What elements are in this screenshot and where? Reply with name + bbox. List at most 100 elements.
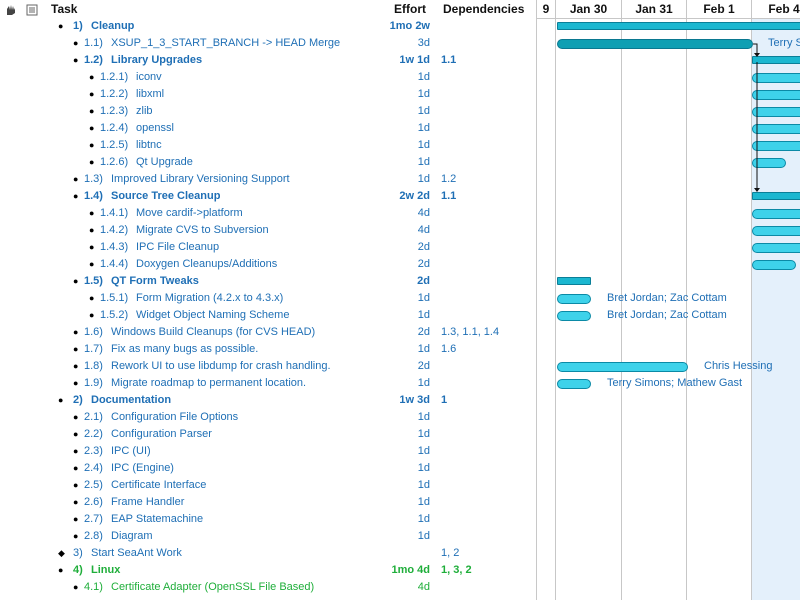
gantt-bar-1-4-3[interactable] [752, 243, 800, 253]
task-row[interactable]: ● 1.3) Improved Library Versioning Support… [0, 171, 536, 188]
task-effort[interactable]: 1d [417, 428, 430, 440]
gantt-bar-1-4-2[interactable] [752, 226, 800, 236]
bullet-icon[interactable]: ● [58, 395, 64, 405]
bullet-icon[interactable]: ● [73, 38, 79, 48]
task-dependencies[interactable]: 1, 3, 2 [441, 564, 472, 576]
task-effort[interactable]: 1d [417, 479, 430, 491]
task-row[interactable]: ● 1.9) Migrate roadmap to permanent locati… [0, 375, 536, 392]
column-header-effort[interactable]: Effort [394, 2, 426, 16]
task-row[interactable]: ● 1.4) Source Tree Cleanup 2w 2d 1.1 [0, 188, 536, 205]
task-effort[interactable]: 1d [417, 513, 430, 525]
task-row[interactable]: ● 1.2.3) zlib 1d [0, 103, 536, 120]
bullet-icon[interactable]: ● [89, 293, 95, 303]
task-effort[interactable]: 2d [417, 258, 430, 270]
task-effort[interactable]: 1d [417, 343, 430, 355]
task-name[interactable]: zlib [136, 105, 153, 117]
task-row[interactable]: ● 1.2.1) iconv 1d [0, 69, 536, 86]
task-name[interactable]: Start SeaAnt Work [91, 547, 182, 559]
task-name[interactable]: IPC (Engine) [111, 462, 174, 474]
task-row[interactable]: ● 2.2) Configuration Parser 1d [0, 426, 536, 443]
task-name[interactable]: Certificate Interface [111, 479, 207, 491]
task-name[interactable]: openssl [136, 122, 174, 134]
bullet-icon[interactable]: ● [73, 361, 79, 371]
gantt-bar-1-4-1[interactable] [752, 209, 800, 219]
bullet-icon[interactable]: ● [89, 157, 95, 167]
task-effort[interactable]: 1w 1d [399, 54, 430, 66]
task-row[interactable]: ● 1) Cleanup 1mo 2w [0, 18, 536, 35]
task-name[interactable]: Frame Handler [111, 496, 185, 508]
task-effort[interactable]: 2d [417, 326, 430, 338]
task-name[interactable]: XSUP_1_3_START_BRANCH -> HEAD Merge [111, 37, 341, 49]
task-effort[interactable]: 4d [417, 207, 430, 219]
gantt-group-bar-1-5[interactable] [557, 277, 591, 285]
bullet-icon[interactable]: ● [73, 429, 79, 439]
gantt-bar-1-4-4[interactable] [752, 260, 796, 270]
task-effort[interactable]: 1d [417, 496, 430, 508]
task-dependencies[interactable]: 1.2 [441, 173, 457, 185]
gantt-bar-1-2-5[interactable] [752, 141, 800, 151]
task-effort[interactable]: 1d [417, 411, 430, 423]
task-name[interactable]: Migrate CVS to Subversion [136, 224, 269, 236]
task-dependencies[interactable]: 1.1 [441, 54, 457, 66]
task-effort[interactable]: 1d [417, 71, 430, 83]
task-effort[interactable]: 2w 2d [399, 190, 430, 202]
task-row[interactable]: ● 2.3) IPC (UI) 1d [0, 443, 536, 460]
task-row[interactable]: ● 1.4.4) Doxygen Cleanups/Additions 2d [0, 256, 536, 273]
gantt-bar-1-8[interactable] [557, 362, 688, 372]
task-effort[interactable]: 1d [417, 88, 430, 100]
gantt-bar-1-2-3[interactable] [752, 107, 800, 117]
task-name[interactable]: Documentation [91, 394, 172, 406]
task-row[interactable]: ● 1.4.3) IPC File Cleanup 2d [0, 239, 536, 256]
bullet-icon[interactable]: ● [73, 514, 79, 524]
task-row[interactable]: ● 2) Documentation 1w 3d 1 [0, 392, 536, 409]
task-row[interactable]: ● 1.2.5) libtnc 1d [0, 137, 536, 154]
task-row[interactable]: ● 2.1) Configuration File Options 1d [0, 409, 536, 426]
task-name[interactable]: Certificate Adapter (OpenSSL File Based) [111, 581, 315, 593]
bullet-icon[interactable]: ● [89, 89, 95, 99]
bullet-icon[interactable]: ● [89, 140, 95, 150]
bullet-icon[interactable]: ● [73, 344, 79, 354]
task-row[interactable]: ● 2.4) IPC (Engine) 1d [0, 460, 536, 477]
task-row[interactable]: ● 1.5) QT Form Tweaks 2d [0, 273, 536, 290]
task-dependencies[interactable]: 1 [441, 394, 448, 406]
task-row[interactable]: ● 1.4.1) Move cardif->platform 4d [0, 205, 536, 222]
gantt-bar-1-1[interactable] [557, 39, 753, 49]
task-name[interactable]: Diagram [111, 530, 153, 542]
bullet-icon[interactable]: ● [89, 72, 95, 82]
task-row[interactable]: ● 1.2.6) Qt Upgrade 1d [0, 154, 536, 171]
task-row[interactable]: ● 1.8) Rework UI to use libdump for crash … [0, 358, 536, 375]
bullet-icon[interactable]: ● [89, 123, 95, 133]
task-row[interactable]: ◆ 3) Start SeaAnt Work 1, 2 [0, 545, 536, 562]
task-name[interactable]: Migrate roadmap to permanent location. [111, 377, 307, 389]
bullet-icon[interactable]: ● [73, 412, 79, 422]
task-name[interactable]: QT Form Tweaks [111, 275, 199, 287]
task-name[interactable]: Rework UI to use libdump for crash handl… [111, 360, 331, 372]
gantt-bar-1-2-4[interactable] [752, 124, 800, 134]
task-name[interactable]: Configuration Parser [111, 428, 212, 440]
task-row[interactable]: ● 1.7) Fix as many bugs as possible. 1d 1.6 [0, 341, 536, 358]
task-row[interactable]: ● 2.8) Diagram 1d [0, 528, 536, 545]
task-dependencies[interactable]: 1.6 [441, 343, 457, 355]
task-effort[interactable]: 1d [417, 292, 430, 304]
task-name[interactable]: IPC (UI) [111, 445, 151, 457]
task-effort[interactable]: 1d [417, 156, 430, 168]
task-name[interactable]: iconv [136, 71, 162, 83]
bullet-icon[interactable]: ● [58, 565, 64, 575]
gantt-bar-1-2-1[interactable] [752, 73, 800, 83]
task-effort[interactable]: 1w 3d [399, 394, 430, 406]
task-row[interactable]: ● 1.5.2) Widget Object Naming Scheme 1d [0, 307, 536, 324]
task-name[interactable]: IPC File Cleanup [136, 241, 220, 253]
task-effort[interactable]: 1d [417, 377, 430, 389]
bullet-icon[interactable]: ● [73, 463, 79, 473]
bullet-icon[interactable]: ● [73, 327, 79, 337]
bullet-icon[interactable]: ● [73, 276, 79, 286]
task-effort[interactable]: 1mo 2w [389, 20, 430, 32]
task-row[interactable]: ● 2.6) Frame Handler 1d [0, 494, 536, 511]
gantt-group-bar-1-2[interactable] [752, 56, 800, 64]
bullet-icon[interactable]: ● [89, 259, 95, 269]
gantt-bar-1-5-1[interactable] [557, 294, 591, 304]
task-effort[interactable]: 1d [417, 462, 430, 474]
gantt-bar-1-5-2[interactable] [557, 311, 591, 321]
gantt-bar-1-9[interactable] [557, 379, 591, 389]
task-effort[interactable]: 1d [417, 530, 430, 542]
